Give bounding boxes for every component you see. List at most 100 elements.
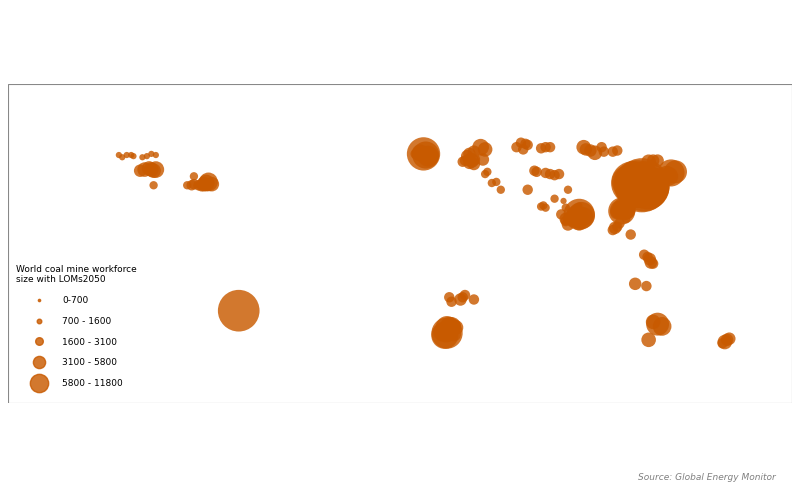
Point <box>642 336 655 344</box>
Point <box>466 157 478 165</box>
Point <box>573 220 586 227</box>
Point <box>544 143 557 151</box>
Point <box>566 213 579 221</box>
Point <box>611 223 624 231</box>
Point <box>598 148 610 155</box>
Point <box>422 152 434 160</box>
Point <box>575 212 588 220</box>
Point <box>723 335 736 342</box>
Point <box>461 152 474 160</box>
Point <box>562 215 575 223</box>
Point <box>631 170 644 178</box>
Point <box>136 153 149 161</box>
Point <box>578 213 590 221</box>
Point <box>141 152 154 160</box>
Point <box>481 168 494 176</box>
Point <box>120 151 133 159</box>
Point <box>613 220 626 227</box>
Point <box>439 329 452 337</box>
Point <box>147 167 160 175</box>
Point <box>559 204 572 211</box>
Point <box>629 280 642 288</box>
Point <box>443 322 456 330</box>
Point <box>578 143 590 151</box>
Point <box>181 181 194 189</box>
Point <box>142 165 155 172</box>
Point <box>606 226 619 234</box>
Point <box>555 210 568 218</box>
Point <box>638 183 650 190</box>
Point <box>570 213 583 221</box>
Point <box>622 178 635 186</box>
Point <box>486 179 498 187</box>
Point <box>450 323 462 331</box>
Point <box>620 215 633 223</box>
Point <box>202 178 215 186</box>
Point <box>654 180 666 188</box>
Point <box>648 181 661 189</box>
Point <box>606 148 619 155</box>
Point <box>635 181 648 189</box>
Point <box>456 158 469 166</box>
Point <box>443 293 456 301</box>
Point <box>537 202 550 209</box>
Point <box>232 307 245 315</box>
Point <box>463 159 476 167</box>
Point <box>573 202 586 209</box>
Legend: 0-700, 700 - 1600, 1600 - 3100, 3100 - 5800, 5800 - 11800: 0-700, 700 - 1600, 1600 - 3100, 3100 - 5… <box>13 262 141 392</box>
Point <box>665 169 678 177</box>
Point <box>456 293 469 301</box>
Point <box>641 184 654 191</box>
Point <box>474 143 487 151</box>
Point <box>611 147 624 154</box>
Point <box>559 217 572 225</box>
Point <box>579 146 592 153</box>
Point <box>147 181 160 189</box>
Point <box>519 140 532 148</box>
Point <box>522 141 534 149</box>
Point <box>441 323 454 331</box>
Point <box>615 204 628 211</box>
Point <box>584 147 597 154</box>
Point <box>113 151 126 159</box>
Point <box>544 170 557 178</box>
Point <box>638 251 650 259</box>
Point <box>443 332 456 339</box>
Point <box>530 168 543 176</box>
Text: Source: Global Energy Monitor: Source: Global Energy Monitor <box>638 473 776 482</box>
Point <box>467 148 480 155</box>
Point <box>200 179 213 187</box>
Point <box>656 322 669 330</box>
Point <box>467 160 480 168</box>
Point <box>145 150 158 158</box>
Point <box>559 215 572 223</box>
Point <box>467 296 480 303</box>
Point <box>645 183 658 190</box>
Point <box>424 152 437 160</box>
Point <box>642 158 655 166</box>
Point <box>539 204 552 211</box>
Point <box>548 171 561 179</box>
Point <box>198 180 210 188</box>
Point <box>417 150 430 158</box>
Point <box>626 179 639 187</box>
Point <box>568 214 581 222</box>
Point <box>557 197 570 205</box>
Point <box>195 181 208 189</box>
Point <box>187 180 200 188</box>
Point <box>534 203 547 210</box>
Point <box>145 166 158 173</box>
Point <box>510 143 523 151</box>
Point <box>645 259 658 266</box>
Point <box>414 149 426 157</box>
Point <box>186 181 198 189</box>
Point <box>410 150 422 158</box>
Point <box>458 291 471 299</box>
Point <box>570 204 583 211</box>
Point <box>615 207 628 215</box>
Point <box>534 145 547 152</box>
Point <box>718 338 731 346</box>
Point <box>721 336 734 344</box>
Point <box>206 180 218 188</box>
Point <box>643 255 656 263</box>
